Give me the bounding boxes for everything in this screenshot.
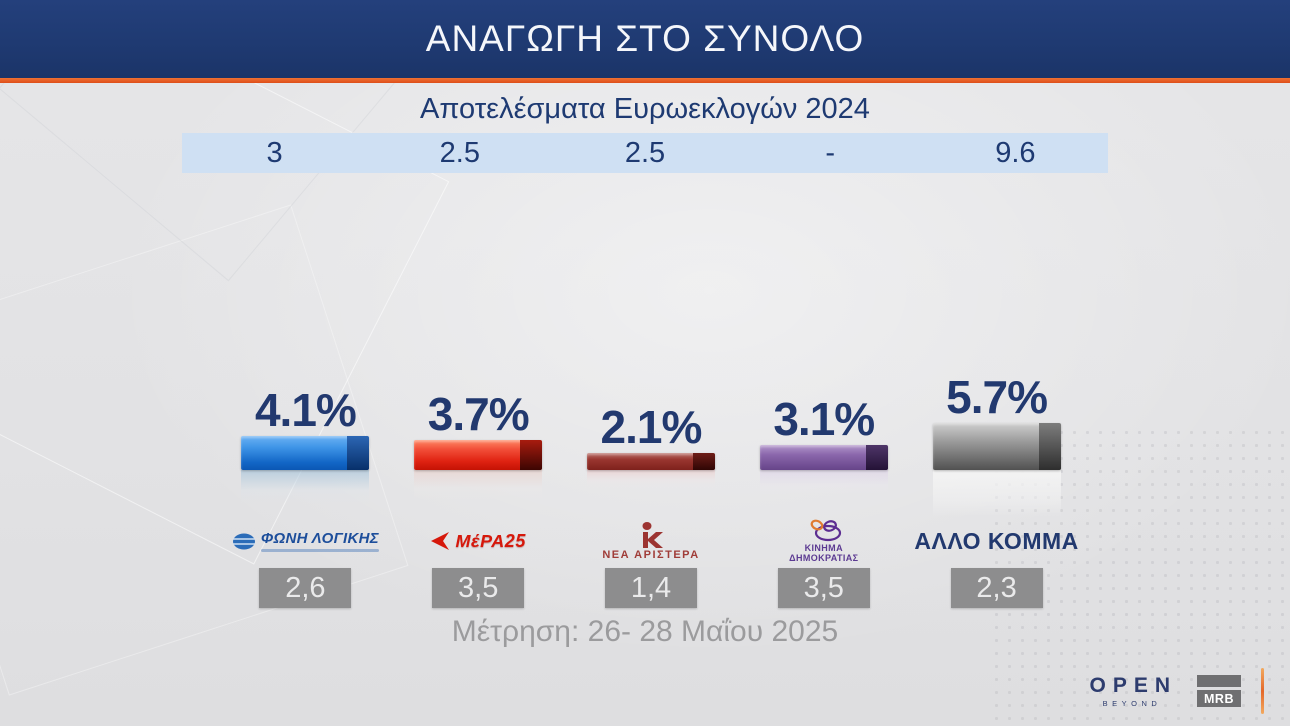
bar-allo-komma [932, 423, 1061, 470]
bar-nea-aristera [586, 453, 715, 470]
percentage-label: 3.7% [427, 388, 530, 441]
party-logo-foni-logikis: ΦΩΝΗ ΛΟΓΙΚΗΣ [232, 530, 379, 552]
euro-value: 9.6 [995, 136, 1036, 169]
party-logo-kinima-dimokratias: ΚΙΝΗΜΑ ΔΗΜΟΚΡΑΤΙΑΣ [776, 519, 872, 564]
party-name-label: ΝΕΑ ΑΡΙΣΤΕΡΑ [602, 548, 700, 561]
party-column-kinima-dimokratias: 3.1% ΚΙΝΗΜΑ ΔΗΜΟΚΡΑΤΙΑΣ 3,5 [737, 338, 910, 608]
orange-divider-line [1261, 668, 1264, 714]
mrb-logo-text: MRB [1197, 690, 1241, 707]
bar-end-cap [520, 440, 543, 470]
mrb-logo-bar [1197, 675, 1241, 687]
bar-reflection [241, 470, 370, 504]
header-accent-line [0, 78, 1290, 83]
party-logo-subtext [260, 549, 379, 552]
percentage-label: 2.1% [600, 401, 703, 454]
euro-value: - [825, 136, 836, 169]
branding-area: OPEN BEYOND MRB [1082, 668, 1264, 714]
arrow-icon [430, 532, 449, 550]
figure-k-icon [642, 521, 663, 548]
euro-results-label: Αποτελέσματα Ευρωεκλογών 2024 [420, 93, 870, 125]
open-logo-subtext: BEYOND [1102, 699, 1162, 708]
party-column-mera25: 3.7% ΜέΡΑ25 3,5 [392, 338, 565, 608]
bar-end-cap [865, 445, 888, 470]
lower-value-box: 3,5 [432, 568, 525, 608]
lower-value-box: 1,4 [604, 568, 697, 608]
party-logo-nea-aristera: ΝΕΑ ΑΡΙΣΤΕΡΑ [602, 521, 700, 561]
party-column-foni-logikis: 4.1% ΦΩΝΗ ΛΟΓΙΚΗΣ 2,6 [219, 338, 392, 608]
party-name-label: ΑΛΛΟ ΚΟΜΜΑ [914, 527, 1079, 554]
party-name-label: ΜέΡΑ25 [455, 530, 526, 551]
percentage-label: 5.7% [946, 371, 1048, 424]
party-column-nea-aristera: 2.1% ΝΕΑ ΑΡΙΣΤΕΡΑ 1,4 [565, 338, 738, 608]
party-name-label: ΦΩΝΗ ΛΟΓΙΚΗΣ [260, 530, 379, 547]
bar-reflection [414, 470, 543, 500]
party-column-allo-komma: 5.7% ΑΛΛΟ ΚΟΜΜΑ 2,3 [910, 338, 1083, 608]
bar-end-cap [347, 436, 370, 470]
party-name-label: ΚΙΝΗΜΑ ΔΗΜΟΚΡΑΤΙΑΣ [789, 542, 859, 563]
bar-end-cap [1038, 423, 1061, 470]
header-banner: ΑΝΑΓΩΓΗ ΣΤΟ ΣΥΝΟΛΟ [0, 0, 1290, 78]
tulip-icon [810, 519, 841, 541]
bar-reflection [586, 470, 715, 487]
bar-end-cap [692, 453, 715, 470]
euro-value: 2.5 [439, 136, 480, 169]
bar-chart: 4.1% ΦΩΝΗ ΛΟΓΙΚΗΣ 2,6 3.7% [219, 338, 1083, 608]
party-logo-mera25: ΜέΡΑ25 [430, 530, 526, 552]
lower-value-box: 2,6 [259, 568, 352, 608]
percentage-label: 3.1% [773, 393, 875, 446]
euro-value: 2.5 [624, 136, 666, 169]
lower-value-box: 3,5 [777, 568, 870, 608]
mrb-agency-logo: MRB [1197, 675, 1241, 707]
euro-results-band: 3 2.5 2.5 - 9.6 [182, 133, 1108, 173]
lower-value-box: 2,3 [950, 568, 1043, 608]
bar-mera25 [414, 440, 543, 470]
open-channel-logo: OPEN BEYOND [1082, 674, 1177, 708]
euro-value: 3 [266, 136, 283, 169]
globe-icon [232, 533, 255, 549]
page-title: ΑΝΑΓΩΓΗ ΣΤΟ ΣΥΝΟΛΟ [425, 18, 865, 59]
bar-reflection [932, 470, 1061, 517]
bar-reflection [759, 470, 888, 495]
bar-foni-logikis [241, 436, 370, 470]
bar-kinima-dimokratias [759, 445, 888, 470]
percentage-label: 4.1% [254, 384, 357, 437]
measurement-date-label: Μέτρηση: 26- 28 Μαΐου 2025 [451, 615, 839, 648]
open-logo-text: OPEN [1089, 674, 1177, 697]
